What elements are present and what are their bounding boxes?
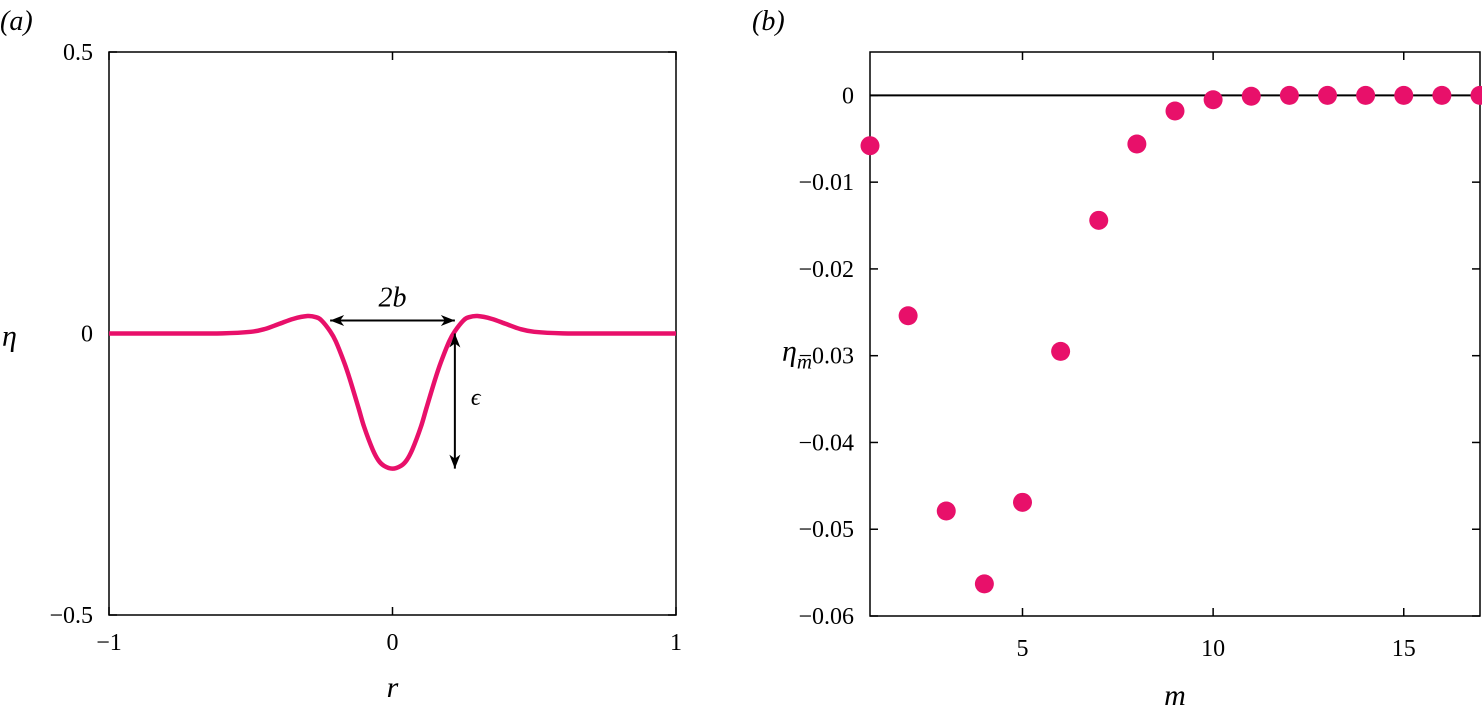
panel-b-ytick-label: −0.02	[798, 257, 854, 283]
panel-b-xlabel: m	[1164, 679, 1186, 712]
panel-a-ytick-label: 0	[81, 322, 93, 348]
panel-b-ytick-label: −0.04	[798, 430, 854, 456]
panel-b-data-point	[1089, 210, 1109, 230]
panel-b-ylabel-main: η	[782, 335, 797, 368]
panel-b-ylabel-sub: m	[797, 350, 812, 374]
panel-b-data-point	[1356, 85, 1376, 105]
panel-b-data-point	[1241, 86, 1261, 106]
panel-b-ytick-label: 0	[842, 83, 854, 109]
panel-a-label: (a)	[0, 6, 33, 37]
panel-b-data-point	[1203, 90, 1223, 110]
annotation-label: 2b	[379, 283, 407, 314]
panel-b-scatter-chart: (b) 5 10 15 0 −0.01 −0.02 −0.03 −0.04 −0.05 −0.06…	[752, 6, 1482, 712]
panel-a-xlabel: r	[387, 671, 399, 704]
annotation-label: ϵ	[471, 385, 482, 411]
panel-b-data-point	[1165, 101, 1185, 121]
panel-b-ticks: 5 10 15 0 −0.01 −0.02 −0.03 −0.04 −0.05 −0.06	[798, 52, 1480, 662]
panel-b-plot-frame	[869, 51, 1481, 617]
panel-b-ytick-label: −0.01	[798, 170, 854, 196]
panel-a-annotations: 2b ϵ	[330, 283, 482, 469]
panel-b-ytick-label: −0.05	[798, 517, 854, 543]
panel-b-data-point	[898, 306, 918, 326]
arrowhead	[330, 315, 345, 327]
panel-b-ylabel: ηm	[782, 335, 812, 374]
panel-b-data-point	[1432, 85, 1452, 105]
panel-b-data-point	[1470, 85, 1482, 105]
panel-b-data-point	[974, 574, 994, 594]
arrowhead	[449, 454, 461, 469]
panel-b-data-point	[1127, 134, 1147, 154]
panel-b-data-point	[1394, 85, 1414, 105]
panel-a-ytick-label: −0.5	[49, 603, 93, 629]
panel-b-data-point	[1318, 85, 1337, 105]
panel-b-data-point	[1051, 341, 1071, 361]
panel-a-ylabel: η	[2, 320, 17, 353]
panel-b-xtick-label: 5	[1017, 636, 1029, 662]
panel-a-ytick-label: 0.5	[63, 40, 93, 66]
panel-b-data-point	[936, 501, 956, 521]
arrowhead	[449, 333, 461, 348]
panel-b-points	[860, 85, 1482, 594]
panel-b-ytick-label: −0.06	[798, 604, 854, 630]
arrowhead	[440, 315, 455, 327]
panel-a-xtick-label: 1	[670, 630, 682, 656]
panel-b-xtick-label: 15	[1392, 636, 1416, 662]
panel-b-data-point	[1279, 85, 1299, 105]
panel-b-ytick-label: −0.03	[798, 344, 854, 370]
panel-b-label: (b)	[752, 6, 785, 37]
panel-b-data-point	[860, 136, 880, 156]
panel-a-ticks: −1 0 1 −0.5 0 0.5	[49, 40, 682, 656]
panel-b-data-point	[1013, 492, 1032, 512]
panel-a-series-line	[108, 313, 677, 471]
panel-b-xtick-label: 10	[1201, 636, 1225, 662]
panel-a-line-chart: (a) −1 0 1 −0.5 0 0.5 2b ϵ r η	[0, 6, 682, 704]
panel-a-xtick-label: 0	[387, 630, 399, 656]
panel-a-xtick-label: −1	[96, 630, 122, 656]
